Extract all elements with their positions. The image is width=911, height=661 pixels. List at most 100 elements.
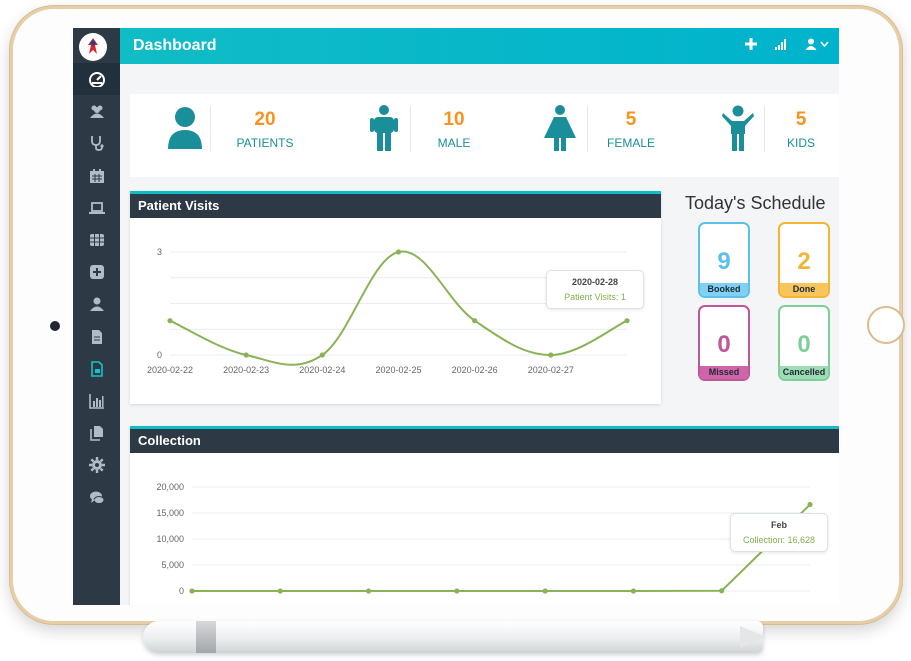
stat-patients-label: PATIENTS (236, 136, 294, 150)
schedule-card-label: Missed (700, 366, 748, 379)
schedule-card-value: 9 (717, 248, 731, 275)
data-point[interactable] (167, 318, 173, 324)
data-point[interactable] (454, 588, 460, 594)
schedule-title: Today's Schedule (685, 193, 826, 213)
sidebar-item-file-chart[interactable] (73, 353, 120, 385)
x-tick-label: 2020-02-22 (147, 365, 193, 375)
schedule-card-cancelled[interactable]: 0 Cancelled (778, 305, 830, 381)
schedule-card-value: 0 (717, 331, 731, 358)
sidebar-item-dashboard[interactable] (73, 63, 120, 95)
chat-icon (89, 491, 104, 504)
data-point[interactable] (807, 501, 813, 508)
schedule-card-value: 0 (797, 331, 811, 358)
calendar-icon (89, 168, 104, 183)
stat-patients-value: 20 (254, 109, 276, 130)
data-point[interactable] (472, 318, 478, 324)
files-icon (89, 426, 103, 441)
sidebar-item-calendar[interactable] (73, 160, 120, 192)
data-point[interactable] (243, 352, 249, 358)
schedule-card-missed[interactable]: 0 Missed (698, 305, 750, 381)
logo-icon (88, 38, 98, 54)
tooltip-value: Patient Visits: 1 (564, 292, 626, 302)
data-point[interactable] (395, 249, 402, 255)
sidebar-item-users[interactable] (73, 95, 120, 127)
male-icon (370, 105, 398, 151)
y-tick-label: 0 (157, 350, 162, 360)
schedule-card-value: 2 (797, 248, 811, 275)
sidebar-item-laptop[interactable] (73, 192, 120, 224)
patient-visits-tooltip: 2020-02-28 Patient Visits: 1 (546, 270, 644, 309)
sidebar-item-file[interactable] (73, 321, 120, 353)
x-tick-label: 2020-02-27 (528, 365, 574, 375)
y-tick-label: 20,000 (156, 482, 184, 492)
page-title: Dashboard (133, 37, 217, 54)
schedule-card-label: Done (780, 283, 828, 296)
sidebar-item-stethoscope[interactable] (73, 127, 120, 159)
file-icon (91, 329, 102, 344)
data-point[interactable] (542, 588, 548, 594)
collection-tooltip: Feb Collection: 16,628 (730, 513, 828, 552)
x-tick-label: 2020-02-25 (375, 365, 421, 375)
camera-icon (50, 321, 60, 331)
sidebar-item-grid[interactable] (73, 224, 120, 256)
sidebar-item-files[interactable] (73, 417, 120, 449)
y-tick-label: 10,000 (156, 534, 184, 544)
x-tick-label: 2020-02-24 (299, 365, 345, 375)
stat-kids-value: 5 (795, 109, 807, 130)
stethoscope-icon (90, 136, 104, 152)
laptop-icon (88, 201, 105, 214)
stat-male-label: MALE (437, 136, 471, 150)
y-tick-label: 15,000 (156, 508, 184, 518)
schedule-card-booked[interactable]: 9 Booked (698, 222, 750, 298)
sidebar-item-gear[interactable] (73, 449, 120, 481)
y-tick-label: 5,000 (161, 560, 184, 570)
data-point[interactable] (277, 588, 283, 594)
gear-icon (88, 457, 105, 474)
data-point[interactable] (319, 352, 325, 358)
bar-chart-icon (88, 394, 104, 409)
sidebar-item-chat[interactable] (73, 482, 120, 514)
sidebar-item-user[interactable] (73, 288, 120, 320)
data-point[interactable] (624, 318, 630, 324)
schedule-card-label: Booked (700, 283, 748, 296)
x-tick-label: 2020-02-26 (452, 365, 498, 375)
patient-visits-chart: 0 3 2020-02-22 2020-02-23 2020-02-24 2020-02-… (147, 247, 630, 375)
collection-title: Collection (130, 426, 839, 453)
main-content: 20 PATIENTS 10 MALE 5 FEMAL (120, 64, 839, 605)
tooltip-value: Collection: 16,628 (742, 535, 816, 545)
data-point[interactable] (719, 588, 725, 594)
stat-kids-label: KIDS (786, 136, 815, 150)
stat-female-value: 5 (625, 109, 637, 130)
data-point[interactable] (548, 352, 554, 358)
grid-icon (89, 234, 104, 246)
data-point[interactable] (365, 588, 372, 594)
users-icon (89, 105, 104, 119)
pencil-band (196, 621, 216, 653)
sidebar-item-bar-chart[interactable] (73, 385, 120, 417)
data-point[interactable] (630, 588, 637, 594)
sidebar-item-plus-square[interactable] (73, 256, 120, 288)
stats-bar: 20 PATIENTS 10 MALE 5 FEMAL (130, 94, 839, 177)
data-point[interactable] (189, 588, 195, 594)
stat-male-value: 10 (443, 109, 465, 130)
signal-icon[interactable] (774, 37, 788, 51)
app-logo[interactable] (79, 33, 107, 61)
user-icon[interactable] (804, 37, 818, 51)
top-bar: Dashboard (120, 28, 839, 64)
chevron-down-icon[interactable] (820, 41, 829, 48)
schedule-card-done[interactable]: 2 Done (778, 222, 830, 298)
plus-icon[interactable] (744, 37, 758, 51)
kid-icon (722, 105, 754, 151)
home-button[interactable] (867, 306, 905, 344)
schedule-card-label: Cancelled (780, 366, 828, 379)
patient-visits-title: Patient Visits (130, 191, 661, 218)
patient-icon (168, 107, 202, 149)
collection-panel: Collection 0 5,000 10,000 15,000 20,000 Feb … (130, 426, 839, 605)
dashboard-icon (88, 72, 105, 87)
screen: Dashboard 20 (73, 28, 839, 605)
user-icon (89, 297, 104, 312)
file-chart-icon (90, 360, 103, 377)
y-tick-label: 3 (157, 247, 162, 257)
female-icon (544, 105, 576, 151)
